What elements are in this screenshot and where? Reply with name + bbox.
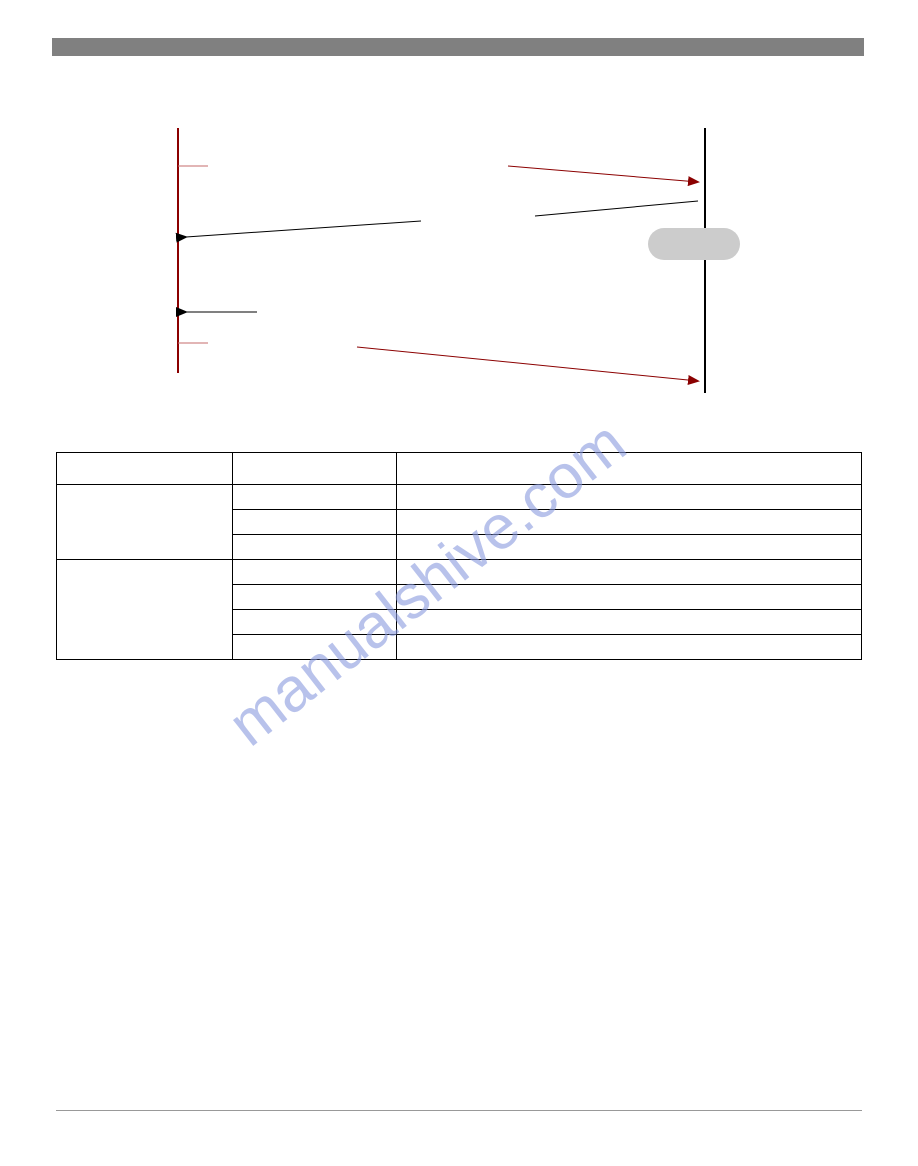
table-header-cell [233,453,397,485]
header-bar [52,38,864,56]
sequence-diagram [170,128,745,408]
table-cell [233,560,397,585]
table-cell [233,535,397,560]
activation-box [648,228,740,260]
table-header-row [57,453,862,485]
arrow-4 [357,347,698,381]
table-header-cell [397,453,862,485]
table-cell [233,585,397,610]
arrow-2a [535,201,698,216]
table-cell [233,485,397,510]
table-cell [397,560,862,585]
table-cell [397,485,862,510]
table-cell [233,610,397,635]
table-cell [397,635,862,660]
table-row [57,560,862,585]
table-cell [397,510,862,535]
table-cell [233,510,397,535]
data-table [56,452,862,660]
table-cell [57,485,233,560]
table-cell [57,560,233,660]
table-cell [233,635,397,660]
arrow-2b [186,221,421,237]
table-cell [397,585,862,610]
arrow-1 [508,166,698,182]
table-cell [397,610,862,635]
table-cell [397,535,862,560]
data-table-container [56,452,862,660]
table-header-cell [57,453,233,485]
footer-divider [56,1110,862,1111]
table-row [57,485,862,510]
